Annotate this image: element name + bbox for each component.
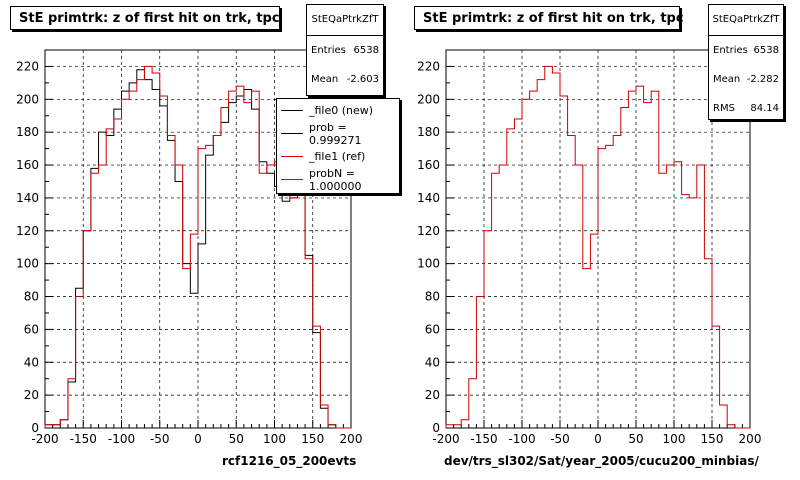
y-tick-label: 160	[417, 158, 440, 172]
right-stats-entries-row: Entries 6538	[709, 36, 783, 65]
left-stats-mean-value: -2.603	[346, 74, 379, 85]
legend-entry-file1: _file1 (ref)	[277, 145, 399, 168]
y-tick-label: 120	[16, 224, 39, 238]
x-tick-label: 100	[263, 432, 286, 446]
y-tick-label: 160	[16, 158, 39, 172]
legend-label-prob: prob = 0.999271	[309, 120, 362, 147]
legend-line-probn	[281, 179, 303, 180]
x-tick-label: -200	[31, 432, 58, 446]
legend-line-prob	[281, 133, 303, 134]
y-tick-label: 40	[24, 355, 39, 369]
right-stats-rms-row: RMS 84.14	[709, 94, 783, 123]
histogram-series-1-0	[445, 65, 750, 429]
y-tick-label: 80	[24, 290, 39, 304]
left-stats-name: StEQaPtrkZfT	[307, 5, 383, 36]
y-tick-label: 0	[31, 421, 39, 435]
right-stats-mean-row: Mean -2.282	[709, 65, 783, 94]
x-tick-label: -100	[108, 432, 135, 446]
legend-entry-file0: _file0 (new)	[277, 99, 399, 122]
left-histogram-plot: -200 -150 -100 -50 0 50 100 150 200 0 20 40 60 80 100 1…	[16, 49, 363, 446]
right-stats-entries-value: 6538	[753, 45, 779, 56]
histogram-series-0-1	[44, 65, 351, 429]
legend-label-probn: probN = 1.000000	[309, 166, 362, 193]
left-x-axis-title: rcf1216_05_200evts	[222, 454, 357, 468]
right-stats-entries-label: Entries	[713, 45, 748, 56]
x-tick-label: -50	[550, 432, 570, 446]
x-tick-label: 50	[229, 432, 244, 446]
y-tick-label: 0	[432, 421, 440, 435]
y-tick-label: 180	[417, 125, 440, 139]
right-stats-box: StEQaPtrkZfT Entries 6538 Mean -2.282 RM…	[708, 4, 784, 120]
right-stats-mean-label: Mean	[713, 74, 741, 85]
y-tick-label: 220	[417, 59, 440, 73]
legend-entry-probn: probN = 1.000000	[277, 166, 399, 193]
right-x-axis-title: dev/trs_sl302/Sat/year_2005/cucu200_minb…	[444, 454, 759, 468]
x-tick-label: -50	[150, 432, 170, 446]
x-tick-label: 50	[628, 432, 643, 446]
x-tick-label: 150	[301, 432, 324, 446]
right-stats-mean-value: -2.282	[746, 74, 779, 85]
x-tick-label: 200	[739, 432, 762, 446]
y-tick-label: 60	[24, 322, 39, 336]
left-histogram-panel: -200 -150 -100 -50 0 50 100 150 200 0 20 40 60 80 100 1…	[10, 4, 400, 468]
y-tick-label: 80	[425, 290, 440, 304]
y-tick-label: 120	[417, 224, 440, 238]
y-tick-label: 20	[425, 388, 440, 402]
y-tick-label: 40	[425, 355, 440, 369]
right-histogram-panel: -200 -150 -100 -50 0 50 100 150 200 0 20 40 60 80 100 1…	[400, 0, 800, 480]
left-stats-mean-row: Mean -2.603	[307, 65, 383, 94]
left-stats-entries-row: Entries 6538	[307, 36, 383, 65]
y-tick-label: 200	[16, 92, 39, 106]
left-chart-title: StE primtrk: z of first hit on trk, tpc	[10, 6, 280, 30]
y-tick-label: 180	[16, 125, 39, 139]
y-tick-label: 20	[24, 388, 39, 402]
y-tick-label: 100	[16, 257, 39, 271]
x-tick-label: -150	[470, 432, 497, 446]
y-tick-label: 100	[417, 257, 440, 271]
x-tick-label: 150	[701, 432, 724, 446]
legend-entry-prob: prob = 0.999271	[277, 120, 399, 147]
y-tick-label: 140	[417, 191, 440, 205]
right-stats-rms-label: RMS	[713, 103, 735, 114]
right-stats-rms-value: 84.14	[750, 103, 779, 114]
legend-label-file1: _file1 (ref)	[309, 150, 366, 163]
left-stats-entries-value: 6538	[353, 45, 379, 56]
y-tick-label: 200	[417, 92, 440, 106]
right-stats-name: StEQaPtrkZfT	[709, 5, 783, 36]
x-tick-label: 0	[594, 432, 602, 446]
x-tick-label: 100	[663, 432, 686, 446]
y-tick-label: 140	[16, 191, 39, 205]
x-tick-label: 200	[340, 432, 363, 446]
left-legend: _file0 (new) prob = 0.999271 _file1 (ref…	[276, 98, 400, 194]
left-stats-mean-label: Mean	[311, 74, 339, 85]
legend-label-file0: _file0 (new)	[309, 104, 374, 117]
x-tick-label: -100	[508, 432, 535, 446]
right-chart-title: StE primtrk: z of first hit on trk, tpc	[414, 6, 684, 30]
x-tick-label: -200	[432, 432, 459, 446]
left-stats-entries-label: Entries	[311, 45, 346, 56]
x-tick-label: -150	[70, 432, 97, 446]
x-tick-label: 0	[194, 432, 202, 446]
legend-line-file1	[281, 156, 303, 157]
left-stats-box: StEQaPtrkZfT Entries 6538 Mean -2.603	[306, 4, 384, 96]
y-tick-label: 60	[425, 322, 440, 336]
legend-line-file0	[281, 110, 303, 111]
y-tick-label: 220	[16, 59, 39, 73]
